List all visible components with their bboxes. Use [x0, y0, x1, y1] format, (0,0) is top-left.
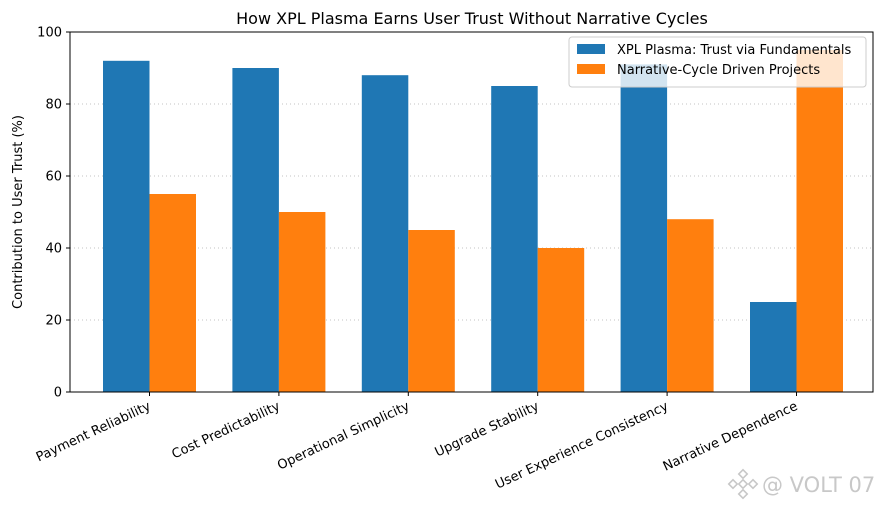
x-tick-label: Payment Reliability	[34, 399, 154, 465]
x-axis: Payment Reliability Cost PredictabilityOp…	[34, 392, 800, 493]
chart-title: How XPL Plasma Earns User Trust Without …	[236, 9, 708, 28]
y-tick-label: 60	[45, 170, 62, 185]
plot-frame	[69, 31, 874, 393]
y-tick-label: 40	[45, 242, 62, 257]
legend-entry: XPL Plasma: Trust via Fundamentals	[617, 43, 852, 58]
y-tick-label: 100	[37, 26, 62, 41]
x-tick-label: Narrative Dependence	[661, 399, 800, 475]
watermark-text: @ VOLT 07	[762, 473, 875, 497]
bar-narrative-5	[796, 50, 843, 392]
legend-box	[568, 36, 867, 88]
bar-xpl-3	[491, 86, 538, 392]
legend: XPL Plasma: Trust via Fundamentals Narrat…	[568, 36, 867, 88]
y-axis: 0 20 40 60 80 100	[37, 26, 70, 401]
y-tick-label: 0	[54, 386, 62, 401]
bars	[103, 50, 843, 393]
watermark: @ VOLT 07	[727, 468, 875, 500]
x-tick-label: Operational Simplicity	[275, 399, 412, 474]
y-tick-label: 20	[45, 314, 62, 329]
bar-xpl-4	[620, 64, 668, 393]
binance-diamond-icon	[727, 468, 759, 500]
legend-entry: Narrative-Cycle Driven Projects	[617, 63, 820, 78]
y-axis-label: Contribution to User Trust (%)	[11, 115, 26, 309]
x-tick-label: Upgrade Stability	[433, 399, 542, 460]
bar-xpl-0	[103, 60, 150, 393]
legend-swatch	[577, 64, 605, 74]
x-tick-label: Cost Predictability	[170, 399, 283, 462]
bar-narrative-2	[408, 230, 455, 392]
bar-xpl-5	[750, 302, 797, 392]
bar-narrative-3	[537, 248, 585, 392]
bar-narrative-4	[667, 219, 714, 392]
legend-swatch	[577, 44, 605, 54]
bar-xpl-1	[232, 68, 279, 392]
y-tick-label: 80	[45, 98, 62, 113]
bar-narrative-0	[149, 194, 196, 392]
bar-xpl-2	[361, 75, 409, 392]
bar-narrative-1	[278, 212, 326, 392]
